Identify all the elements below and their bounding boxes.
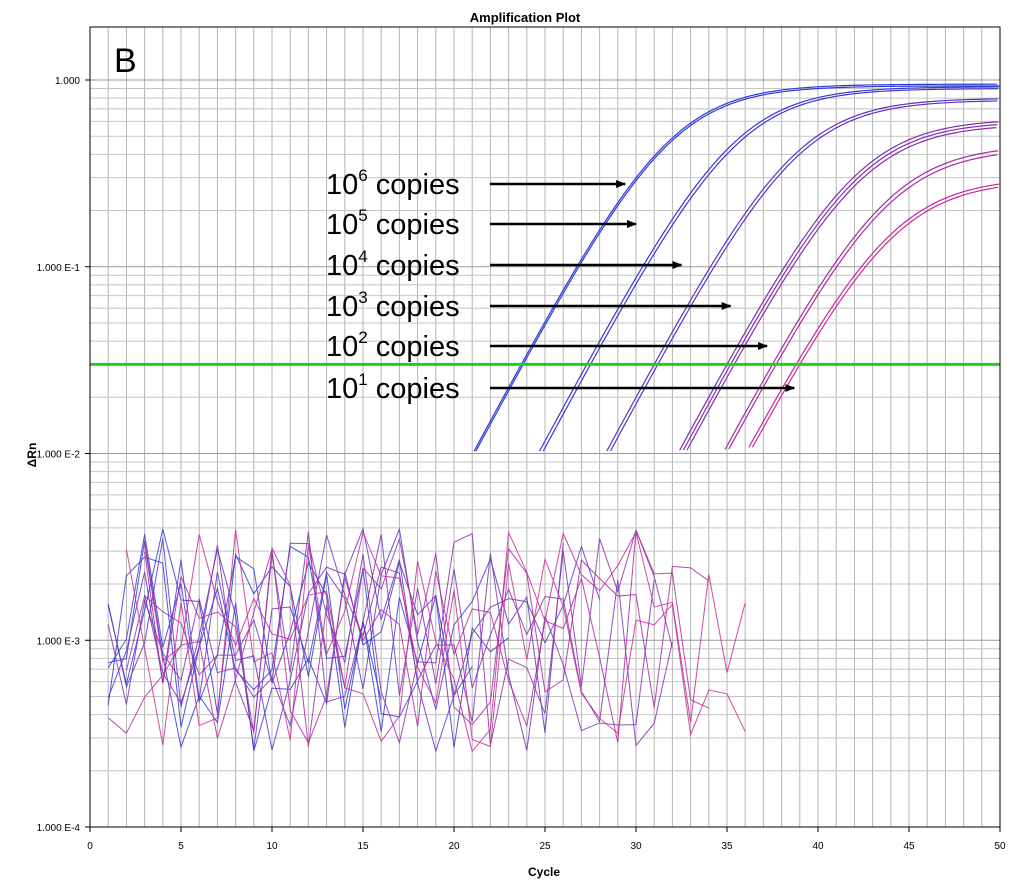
copies-label: 101 copies [326,370,460,405]
copies-label: 106 copies [326,166,460,201]
x-tick-label: 15 [357,841,369,852]
x-tick-label: 0 [87,841,93,852]
y-tick-label: 1.000 E-3 [37,636,81,647]
y-tick-label: 1.000 [55,76,80,87]
amplification-curve [751,186,999,448]
amplification-curve [475,85,1000,452]
amplification-curve [748,183,1000,448]
baseline-noise-trace [107,527,601,753]
y-tick-label: 1.000 E-4 [37,823,81,834]
x-tick-label: 30 [630,841,642,852]
amplification-curve [542,88,999,452]
baseline-noise-trace [144,537,710,747]
amplification-curve [682,124,998,451]
x-axis-label: Cycle [528,865,560,879]
baseline-noise [107,527,746,753]
y-tick-label: 1.000 E-1 [37,263,81,274]
baseline-noise-trace [144,530,746,753]
y-tick-label: 1.000 E-2 [37,450,81,461]
copies-label: 105 copies [326,206,460,241]
amplification-curve [724,150,999,450]
amplification-curve [473,83,998,452]
amplification-curve [609,100,998,452]
x-axis-ticks: 0 5 10 15 20 25 30 35 40 45 50 [87,827,1006,852]
x-tick-label: 40 [812,841,824,852]
panel-label: B [114,42,137,80]
x-tick-label: 35 [721,841,733,852]
x-tick-label: 25 [539,841,551,852]
x-tick-label: 45 [903,841,915,852]
x-tick-label: 10 [266,841,278,852]
copies-label: 104 copies [326,247,460,282]
grid [89,27,1001,828]
chart-title: Amplification Plot [470,10,581,25]
amplification-curve [539,86,1000,452]
y-axis-label: ΔRn [25,443,39,468]
copy-number-annotations: 106 copies 105 copies 104 copies 103 copies… [326,166,796,405]
y-axis-ticks: 1.000 1.000 E-1 1.000 E-2 1.000 E-3 1.000 E-… [37,76,90,834]
amplification-curves [473,83,1000,452]
x-tick-label: 50 [994,841,1006,852]
x-tick-label: 20 [448,841,460,852]
baseline-noise-trace [107,529,710,745]
x-tick-label: 5 [178,841,184,852]
baseline-noise-trace [107,534,655,751]
baseline-noise-trace [125,529,746,748]
amplification-curve [679,121,999,451]
baseline-noise-trace [125,528,673,746]
copies-label: 103 copies [326,288,460,323]
copies-label: 102 copies [326,328,460,363]
amplification-curve [606,98,999,452]
amplification-curve [686,127,997,451]
amplification-curve [728,154,998,450]
